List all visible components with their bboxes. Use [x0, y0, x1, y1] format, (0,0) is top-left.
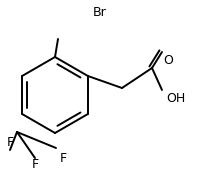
Text: F: F: [59, 151, 67, 164]
Text: O: O: [163, 54, 173, 67]
Text: F: F: [31, 158, 39, 171]
Text: F: F: [7, 135, 13, 148]
Text: OH: OH: [166, 91, 185, 104]
Text: Br: Br: [93, 6, 107, 19]
